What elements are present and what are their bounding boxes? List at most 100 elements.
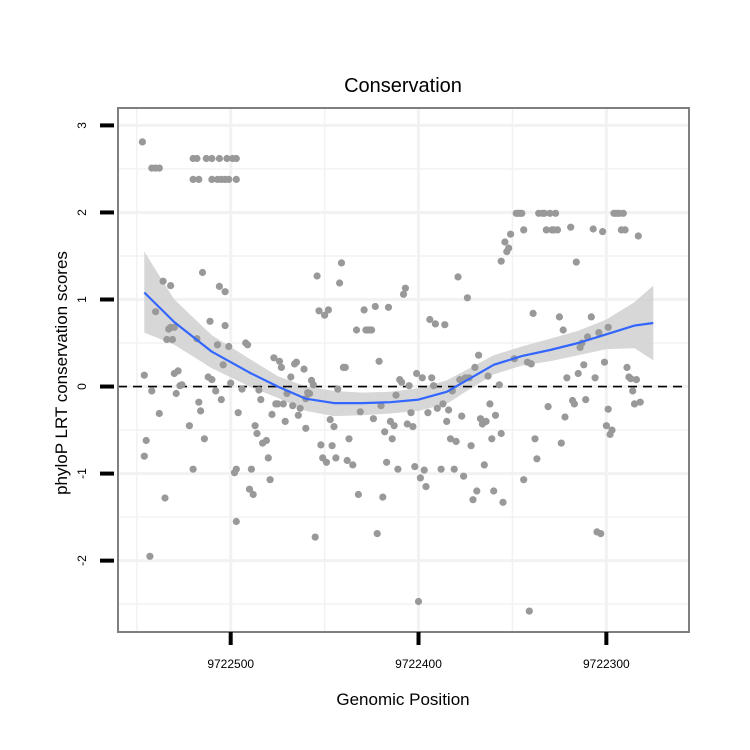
data-point: [422, 483, 430, 491]
data-point: [401, 284, 409, 292]
data-point: [270, 354, 278, 362]
data-point: [450, 465, 458, 473]
data-point: [480, 461, 488, 469]
data-point: [213, 341, 222, 349]
data-point: [398, 378, 406, 386]
data-point: [520, 476, 528, 484]
data-point: [469, 496, 477, 504]
data-point: [411, 463, 419, 471]
data-point: [460, 472, 468, 480]
data-point: [445, 406, 453, 414]
data-point: [495, 381, 503, 389]
data-point: [623, 363, 631, 371]
data-point: [542, 226, 550, 234]
y-tick-label: -1: [75, 468, 89, 479]
confidence-band: [144, 251, 654, 417]
data-point: [345, 435, 353, 443]
data-point: [328, 442, 336, 450]
data-point: [257, 396, 265, 404]
data-point: [275, 357, 284, 365]
data-point: [152, 308, 160, 316]
data-point: [518, 209, 526, 217]
data-point: [281, 417, 289, 425]
data-point: [332, 454, 340, 462]
data-point: [602, 422, 611, 430]
data-point: [195, 398, 203, 406]
data-point: [574, 369, 582, 378]
data-point: [405, 382, 413, 390]
data-point: [168, 335, 177, 344]
data-point: [167, 282, 175, 290]
data-point: [277, 363, 285, 371]
data-point: [388, 435, 396, 443]
data-point: [375, 357, 383, 365]
smooth-line-path: [143, 291, 654, 405]
data-point: [463, 294, 471, 302]
data-point: [309, 381, 317, 389]
data-point: [505, 244, 513, 252]
data-point: [189, 465, 197, 473]
data-point: [414, 597, 423, 606]
data-point: [219, 361, 227, 369]
data-point: [352, 326, 361, 334]
data-point: [394, 465, 402, 473]
data-point: [520, 226, 528, 234]
data-point: [189, 175, 197, 183]
data-point: [563, 374, 571, 382]
data-point: [407, 409, 415, 417]
data-point: [471, 363, 479, 371]
data-point: [313, 272, 321, 280]
x-tick-label: 9722300: [583, 657, 630, 671]
data-point: [599, 228, 607, 236]
data-point: [452, 437, 460, 445]
data-point: [306, 389, 314, 398]
data-point: [174, 367, 182, 375]
data-point: [221, 322, 229, 330]
data-point: [349, 461, 357, 469]
data-point: [208, 154, 216, 163]
data-point: [497, 429, 505, 438]
data-point: [292, 358, 300, 366]
data-point: [238, 385, 246, 393]
chart-title: Conservation: [344, 75, 462, 97]
data-point: [484, 372, 492, 380]
data-point: [418, 374, 426, 382]
data-point: [324, 306, 332, 314]
data-point: [322, 458, 331, 466]
data-point: [413, 369, 421, 378]
data-point: [368, 326, 376, 334]
data-point: [403, 420, 411, 428]
data-points: [138, 138, 644, 615]
data-point: [215, 154, 223, 163]
data-point: [208, 175, 216, 183]
data-point: [311, 533, 319, 541]
data-point: [161, 494, 169, 502]
data-point: [193, 154, 201, 163]
data-point: [369, 415, 377, 423]
data-point: [170, 323, 178, 331]
data-point: [499, 498, 507, 506]
data-point: [274, 400, 282, 408]
data-point: [379, 493, 387, 501]
data-point: [557, 439, 565, 447]
data-point: [424, 409, 432, 417]
x-tick-label: 9722400: [395, 657, 442, 671]
data-point: [600, 358, 609, 366]
data-point: [392, 391, 400, 399]
data-point: [202, 154, 210, 163]
data-point: [634, 232, 642, 240]
data-point: [215, 282, 223, 290]
data-point: [255, 386, 263, 394]
data-point: [416, 474, 424, 482]
data-point: [232, 154, 240, 163]
data-point: [430, 382, 438, 390]
data-point: [251, 422, 259, 430]
y-tick-label: 2: [75, 209, 89, 216]
data-point: [247, 465, 255, 473]
data-point: [486, 400, 494, 408]
data-point: [604, 323, 612, 331]
data-point: [384, 303, 393, 311]
data-point: [159, 277, 167, 285]
data-point: [371, 302, 379, 311]
